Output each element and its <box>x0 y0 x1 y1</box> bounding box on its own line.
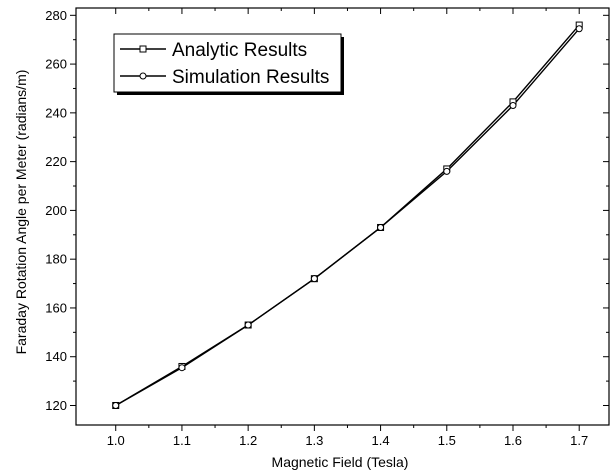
y-tick-label: 280 <box>45 8 67 23</box>
x-tick-label: 1.1 <box>173 433 191 448</box>
series-2-point <box>112 401 120 409</box>
y-tick-label: 240 <box>45 105 67 120</box>
x-tick-label: 1.6 <box>504 433 522 448</box>
legend: Analytic Results Simulation Results <box>113 33 344 95</box>
y-tick-label: 160 <box>45 300 67 315</box>
y-tick-label: 220 <box>45 154 67 169</box>
x-axis-label: Magnetic Field (Tesla) <box>272 454 409 470</box>
x-tick-label: 1.3 <box>305 433 323 448</box>
legend-marker-1 <box>139 45 147 53</box>
legend-box <box>113 33 342 93</box>
legend-marker-2 <box>139 72 147 80</box>
y-axis-label: Faraday Rotation Angle per Meter (radian… <box>13 70 29 355</box>
y-tick-label: 140 <box>45 349 67 364</box>
x-tick-label: 1.7 <box>570 433 588 448</box>
series-2-point <box>575 25 583 33</box>
y-tick-label: 260 <box>45 57 67 72</box>
y-tick-label: 180 <box>45 252 67 267</box>
y-tick-label: 120 <box>45 398 67 413</box>
x-tick-label: 1.4 <box>372 433 390 448</box>
legend-label-2: Simulation Results <box>172 67 329 88</box>
legend-label-1: Analytic Results <box>172 40 307 61</box>
plot-frame <box>75 7 610 426</box>
series-2-point <box>443 167 451 175</box>
y-tick-label: 200 <box>45 203 67 218</box>
series-2-point <box>377 223 385 231</box>
x-tick-label: 1.5 <box>438 433 456 448</box>
series-2-point <box>509 102 517 110</box>
series-2-point <box>310 275 318 283</box>
series-2-point <box>244 321 252 329</box>
x-tick-label: 1.0 <box>107 433 125 448</box>
series-2-point <box>178 364 186 372</box>
axes: 1.0 1.1 1.2 1.3 1.4 1.5 1.6 1.7 120 140 160 180 200 2… <box>45 7 610 448</box>
series-line-2 <box>115 28 580 407</box>
plot-area <box>112 21 583 409</box>
x-tick-label: 1.2 <box>239 433 257 448</box>
